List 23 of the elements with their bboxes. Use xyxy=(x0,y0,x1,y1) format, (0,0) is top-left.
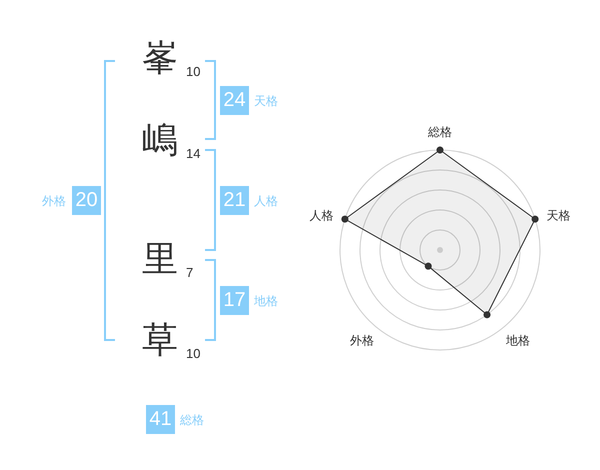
spoke-label: 総格 xyxy=(427,125,452,139)
category-label: 嶋 xyxy=(142,120,178,161)
data-label: 17 xyxy=(220,286,249,315)
spoke-label: 外格 xyxy=(350,334,374,348)
category-label: 地格 xyxy=(254,294,278,308)
data-label: 24 xyxy=(220,86,249,115)
data-label: 10 xyxy=(186,64,200,79)
data-label: 7 xyxy=(186,265,194,280)
category-label: 天格 xyxy=(254,94,278,108)
data-label: 10 xyxy=(186,346,200,361)
category-label: 峯 xyxy=(142,38,178,79)
data-label: 20 xyxy=(72,186,101,215)
spoke-label: 地格 xyxy=(504,334,530,348)
category-label: 人格 xyxy=(254,194,278,208)
data-label: 21 xyxy=(220,186,249,215)
category-label: 草 xyxy=(142,320,178,361)
spoke-label: 天格 xyxy=(546,208,571,222)
category-label: 総格 xyxy=(180,413,204,427)
category-label: 里 xyxy=(142,239,178,280)
data-label: 14 xyxy=(186,146,200,161)
spoke-label: 人格 xyxy=(309,208,334,222)
category-label: 外格 xyxy=(42,194,66,208)
data-label: 41 xyxy=(146,405,175,434)
